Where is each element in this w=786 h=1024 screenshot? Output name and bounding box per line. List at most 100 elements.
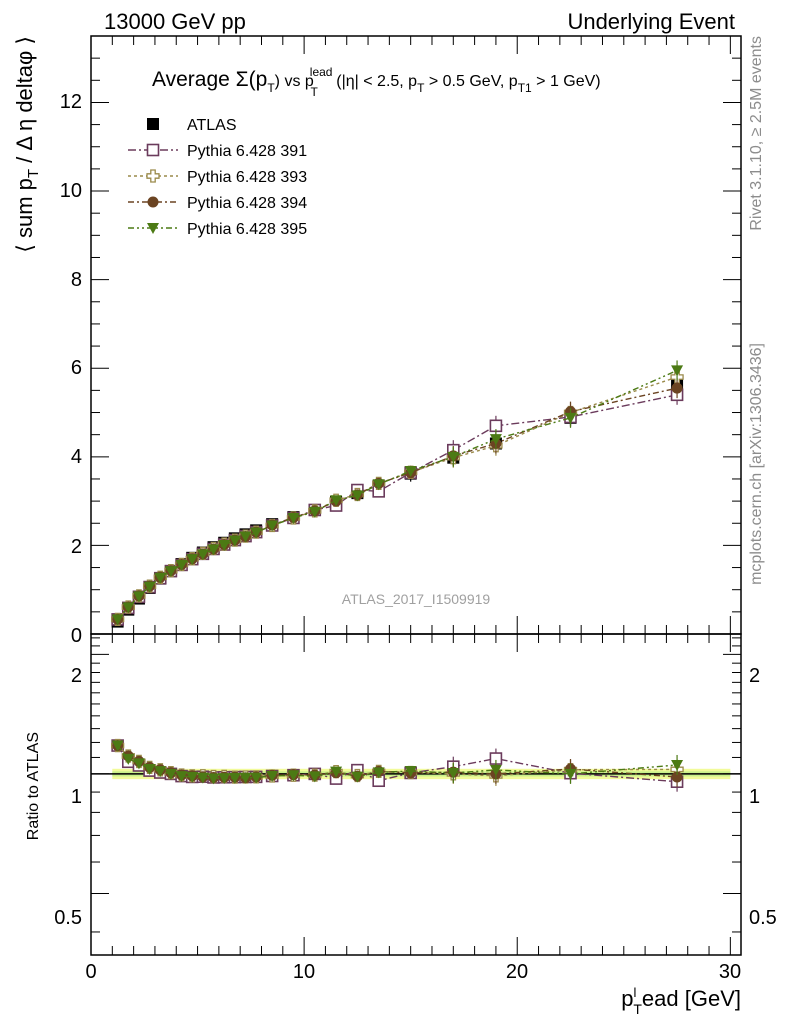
legend-label-atlas: ATLAS <box>187 117 237 134</box>
legend-marker-393 <box>128 169 178 183</box>
ratio-tick-label-1-left: 1 <box>71 786 82 808</box>
data-point-pythia-6-428-395 <box>266 520 279 532</box>
mcplots-side-label: mcplots.cern.ch [arXiv:1306.3436] <box>748 343 765 585</box>
ratio-tick-label-2-left: 2 <box>71 665 82 687</box>
data-point-pythia-6-428-395 <box>164 566 177 578</box>
series-line-pythia-6-428-394 <box>117 387 678 620</box>
legend-entry-391: Pythia 6.428 391 <box>128 143 307 160</box>
ratio-y-axis-label: Ratio to ATLAS <box>25 732 42 840</box>
main-plot-series <box>110 360 684 628</box>
ratio-tick-label-0.5-left: 0.5 <box>54 907 82 929</box>
x-tick-label-20: 20 <box>506 961 528 983</box>
ratio-point-pythia-6-428-395 <box>308 771 321 783</box>
legend-label-393: Pythia 6.428 393 <box>187 169 307 186</box>
ratio-point-pythia-6-428-395 <box>239 772 252 784</box>
x-tick-label-0: 0 <box>85 961 96 983</box>
legend-entry-394: Pythia 6.428 394 <box>128 195 307 212</box>
ratio-point-pythia-6-428-395 <box>266 770 279 782</box>
data-point-pythia-6-428-395 <box>218 539 231 551</box>
data-point-pythia-6-428-395 <box>207 544 220 556</box>
data-point-pythia-6-428-395 <box>351 490 364 502</box>
legend-symbol <box>146 143 160 157</box>
ratio-point-pythia-6-428-395 <box>175 771 188 783</box>
x-ticks <box>90 36 731 955</box>
data-point-pythia-6-428-395 <box>330 495 343 507</box>
ratio-tick-label-1-right: 1 <box>749 786 760 808</box>
data-point-pythia-6-428-394 <box>671 382 683 394</box>
ratio-point-pythia-6-428-395 <box>218 773 231 785</box>
header-right-title: Underlying Event <box>567 9 735 34</box>
data-point-pythia-6-428-395 <box>228 535 241 547</box>
data-point-pythia-6-428-395 <box>239 531 252 543</box>
data-point-pythia-6-428-395 <box>196 549 209 561</box>
legend: ATLAS Pythia 6.428 391 Pythia 6.428 393 … <box>128 117 307 238</box>
ratio-point-pythia-6-428-395 <box>196 772 209 784</box>
ratio-point-pythia-6-428-395 <box>671 759 684 771</box>
rivet-side-label: Rivet 3.1.10, ≥ 2.5M events <box>748 36 765 231</box>
ratio-point-pythia-6-428-395 <box>122 753 135 765</box>
ratio-point-pythia-6-428-395 <box>287 770 300 782</box>
data-point-pythia-6-428-395 <box>489 434 502 446</box>
ratio-point-pythia-6-428-395 <box>564 768 577 780</box>
plot-title: Average Σ(pT) vs plead T (|η| < 2.5, pT >… <box>152 65 601 99</box>
ratio-point-pythia-6-428-395 <box>228 772 241 784</box>
data-point-pythia-6-428-395 <box>447 451 460 463</box>
legend-marker-395 <box>128 223 178 234</box>
data-point-pythia-6-428-395 <box>372 479 385 491</box>
legend-entry-atlas: ATLAS <box>147 117 237 134</box>
ratio-point-pythia-6-428-395 <box>186 771 199 783</box>
ratio-point-pythia-6-428-395 <box>330 766 343 778</box>
legend-label-391: Pythia 6.428 391 <box>187 143 307 160</box>
data-point-pythia-6-428-395 <box>564 412 577 424</box>
ratio-point-pythia-6-428-395 <box>489 764 502 776</box>
data-point-pythia-6-428-395 <box>132 591 145 603</box>
data-point-pythia-6-428-395 <box>175 559 188 571</box>
y-tick-label-6: 6 <box>71 357 82 379</box>
x-tick-labels: 0 10 20 30 <box>85 961 741 983</box>
legend-label-395: Pythia 6.428 395 <box>187 221 307 238</box>
legend-symbol <box>147 223 159 234</box>
ratio-point-pythia-6-428-395 <box>143 763 156 775</box>
legend-entry-395: Pythia 6.428 395 <box>128 221 307 238</box>
data-point-pythia-6-428-395 <box>404 465 417 477</box>
data-point-pythia-6-428-395 <box>122 602 135 614</box>
ratio-point-pythia-6-428-394 <box>671 771 683 783</box>
main-y-axis-label: ⟨ sum pT / Δ η deltaφ ⟩ <box>12 36 42 253</box>
legend-marker-atlas <box>147 118 159 130</box>
ratio-point-pythia-6-428-395 <box>132 758 145 770</box>
ratio-point-pythia-6-428-395 <box>250 772 263 784</box>
ratio-y-tick-labels-right: 0.5 1 2 <box>749 665 777 929</box>
data-point-pythia-6-428-395 <box>671 365 684 377</box>
ratio-plot-series <box>110 738 684 792</box>
series-line-pythia-6-428-391 <box>117 394 678 620</box>
data-point-pythia-6-428-395 <box>143 581 156 593</box>
ratio-tick-label-0.5-right: 0.5 <box>749 907 777 929</box>
ratio-y-ticks <box>91 637 741 933</box>
x-tick-label-10: 10 <box>293 961 315 983</box>
data-point-pythia-6-428-395 <box>250 527 263 539</box>
ratio-point-pythia-6-428-395 <box>404 766 417 778</box>
series-line-pythia-6-428-393 <box>117 376 678 620</box>
x-axis-label: pl Tead [GeV] <box>621 985 741 1017</box>
y-tick-label-4: 4 <box>71 446 82 468</box>
main-y-ticks <box>91 35 741 635</box>
ratio-point-pythia-6-428-395 <box>164 768 177 780</box>
y-tick-label-0: 0 <box>71 625 82 647</box>
legend-entry-393: Pythia 6.428 393 <box>128 169 307 186</box>
analysis-watermark: ATLAS_2017_I1509919 <box>342 591 491 607</box>
y-tick-label-10: 10 <box>60 180 82 202</box>
main-y-tick-labels: 0 2 4 6 8 10 12 <box>60 91 82 647</box>
series-line-pythia-6-428-395 <box>117 369 678 620</box>
data-point-pythia-6-428-395 <box>111 614 124 626</box>
ratio-point-pythia-6-428-395 <box>372 767 385 779</box>
ratio-plot-frame <box>90 633 742 956</box>
ratio-point-pythia-6-428-395 <box>351 771 364 783</box>
y-tick-label-8: 8 <box>71 269 82 291</box>
y-tick-label-2: 2 <box>71 536 82 558</box>
header-left-title: 13000 GeV pp <box>104 9 246 34</box>
ratio-y-tick-labels-left: 0.5 1 2 <box>54 665 82 929</box>
ratio-point-pythia-6-428-395 <box>111 740 124 752</box>
legend-symbol <box>147 118 159 130</box>
data-point-pythia-6-428-395 <box>308 506 321 518</box>
